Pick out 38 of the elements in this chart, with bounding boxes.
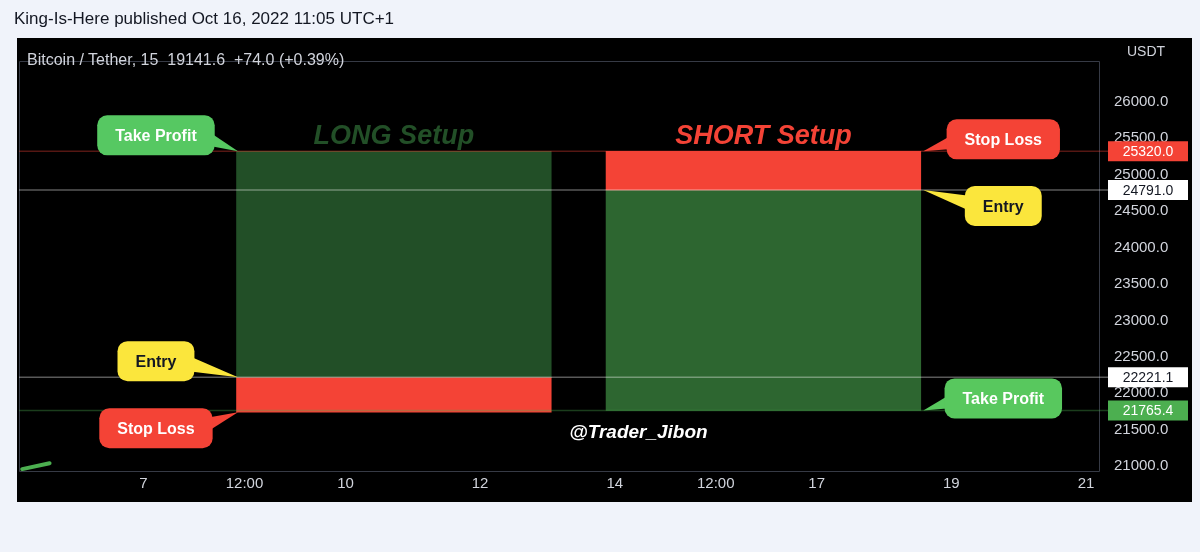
annotation: Stop Loss [964, 131, 1043, 149]
x-tick-label: 12:00 [225, 474, 264, 492]
x-tick-label: 21 [1077, 474, 1095, 492]
y-tick-label: 21000.0 [1114, 456, 1169, 474]
y-tick-label: 23500.0 [1114, 274, 1169, 292]
y-tick-label: 21500.0 [1114, 419, 1169, 437]
ref-line-label: 21765.4 [1122, 402, 1174, 419]
annotation: Take Profit [962, 390, 1045, 408]
ref-line-label: 22221.1 [1122, 369, 1174, 386]
series-label: LONG Setup [313, 120, 475, 151]
x-tick-label: 7 [139, 474, 148, 492]
y-tick-label: 24500.0 [1114, 201, 1169, 219]
x-tick-label: 17 [808, 474, 826, 492]
y-tick-label: 24000.0 [1114, 237, 1169, 255]
x-tick-label: 12:00 [696, 474, 735, 492]
ref-line-label: 24791.0 [1122, 181, 1174, 198]
x-tick-label: 10 [337, 474, 354, 492]
bar [605, 189, 922, 411]
annotation: Take Profit [115, 127, 198, 145]
bar [236, 150, 552, 378]
chart-subtitle: Bitcoin / Tether, 15 19141.6 +74.0 (+0.39%) [27, 51, 345, 69]
y-tick-label: 22500.0 [1114, 347, 1169, 364]
annotation: Entry [982, 197, 1024, 215]
ref-line-label: 25320.0 [1122, 143, 1174, 160]
x-tick-label: 12 [471, 474, 489, 492]
chart-title: King-Is-Here published Oct 16, 2022 11:05 UTC+1 [14, 9, 395, 29]
y-tick-label: 25000.0 [1114, 164, 1169, 182]
annotation: Entry [135, 353, 177, 371]
x-tick-label: 19 [943, 474, 960, 492]
series-label: SHORT Setup [675, 120, 852, 151]
y-tick-label: 26000.0 [1114, 91, 1169, 109]
y-axis-title: USDT [1126, 42, 1166, 59]
y-tick-label: 25500.0 [1114, 128, 1169, 146]
y-tick-label: 22000.0 [1114, 383, 1169, 401]
annotation: Stop Loss [117, 420, 195, 438]
y-tick-label: 23000.0 [1114, 310, 1169, 328]
x-tick-label: 14 [606, 474, 624, 492]
annotation: @Trader_Jibon [569, 421, 708, 443]
